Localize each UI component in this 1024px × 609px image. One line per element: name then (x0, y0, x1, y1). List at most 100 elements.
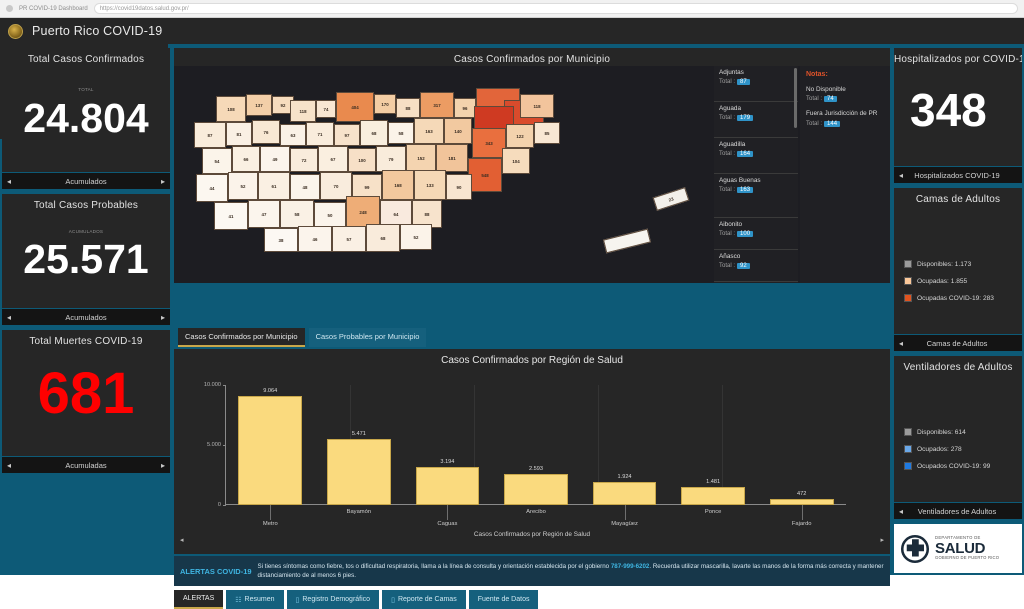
chevron-left-icon[interactable]: ◂ (7, 312, 12, 322)
chevron-left-icon[interactable]: ◂ (7, 176, 12, 186)
map-municipality[interactable]: 163 (414, 118, 444, 144)
map-municipality[interactable]: 70 (320, 172, 352, 200)
map-municipality[interactable]: 71 (306, 122, 334, 146)
chevron-left-icon[interactable]: ◂ (899, 506, 904, 516)
chevron-left-icon[interactable]: ◂ (180, 537, 184, 544)
chevron-right-icon[interactable]: ▸ (160, 176, 165, 186)
map-municipality[interactable]: 404 (336, 92, 374, 122)
bar[interactable] (326, 439, 391, 505)
bar[interactable] (681, 487, 746, 505)
map-municipality[interactable]: 88 (396, 98, 420, 118)
legend-item[interactable]: Ocupadas: 1.855 (904, 277, 994, 285)
map-municipality[interactable]: 133 (414, 170, 446, 200)
map-municipality[interactable]: 122 (506, 124, 534, 148)
map-municipality[interactable]: 68 (360, 120, 388, 146)
map-municipality[interactable]: 48 (290, 174, 320, 200)
map-municipality[interactable]: 49 (260, 146, 290, 172)
map-municipality[interactable]: 57 (332, 226, 366, 252)
legend-item[interactable]: Disponibles: 614 (904, 428, 990, 436)
browser-tab-title[interactable]: PR COVID-19 Dashboard (19, 5, 88, 12)
map-municipality[interactable]: 92 (272, 96, 294, 114)
map-municipality[interactable]: 97 (334, 124, 360, 146)
kpi-probable-nav-label[interactable]: Acumulados (65, 312, 107, 322)
map-municipality[interactable]: 72 (290, 148, 318, 172)
bar-group[interactable]: 5.471 (326, 431, 391, 505)
map-municipality[interactable]: 54 (202, 148, 232, 174)
map-municipality[interactable]: 140 (444, 118, 472, 144)
tab-alertas[interactable]: ALERTAS (174, 590, 224, 609)
chevron-left-icon[interactable]: ◂ (899, 170, 904, 180)
kpi-deaths-nav[interactable]: ◂ Acumuladas ▸ (2, 456, 170, 473)
ventilators-nav[interactable]: ◂ Ventiladores de Adultos (894, 502, 1022, 519)
map-municipality[interactable]: 137 (246, 94, 272, 116)
map-municipality[interactable]: 88 (412, 200, 442, 228)
kpi-confirmed-nav-label[interactable]: Acumulados (65, 176, 107, 186)
browser-url-bar[interactable]: https://covid19datos.salud.gov.pr/ (93, 3, 1018, 14)
list-item[interactable]: Añasco Total :92 (714, 250, 798, 282)
map-municipality[interactable]: 68 (366, 224, 400, 252)
bar[interactable] (238, 396, 303, 505)
legend-item[interactable]: Ocupados COVID-19: 99 (904, 462, 990, 470)
kpi-hospitalized-nav-label[interactable]: Hospitalizados COVID-19 (914, 170, 1000, 180)
map-municipality[interactable]: 74 (316, 100, 336, 118)
kpi-confirmed-nav[interactable]: ◂ Acumulados ▸ (2, 172, 170, 189)
map-municipality[interactable]: 52 (400, 224, 432, 250)
bar-group[interactable]: 2.593 (504, 466, 568, 505)
map-municipality[interactable]: 47 (248, 200, 280, 228)
tab-resumen[interactable]: ☷ Resumen (226, 590, 284, 609)
legend-item[interactable]: Disponibles: 1.173 (904, 260, 994, 268)
beds-nav[interactable]: ◂ Camas de Adultos (894, 334, 1022, 351)
list-item[interactable]: Adjuntas Total :87 (714, 66, 798, 102)
list-item[interactable]: Aguada Total :179 (714, 102, 798, 138)
map-municipality[interactable]: 50 (314, 202, 346, 228)
beds-nav-label[interactable]: Camas de Adultos (926, 338, 988, 348)
map-municipality[interactable]: 90 (446, 174, 472, 200)
map-municipality[interactable]: 76 (252, 120, 280, 144)
kpi-probable-nav[interactable]: ◂ Acumulados ▸ (2, 308, 170, 325)
bar[interactable] (504, 473, 568, 505)
municipality-list-scrollbar[interactable] (794, 68, 797, 128)
map-municipality[interactable]: 87 (194, 122, 226, 148)
chevron-left-icon[interactable]: ◂ (899, 338, 904, 348)
map-municipality[interactable]: 104 (502, 148, 530, 174)
map-municipality[interactable]: 118 (520, 94, 554, 118)
bottom-tab-bar[interactable]: ALERTAS ☷ Resumen ▯ Registro Demográfico… (174, 590, 1024, 609)
tab-registro-demografico[interactable]: ▯ Registro Demográfico (286, 590, 380, 609)
bar-group[interactable]: 1.481 (681, 479, 746, 505)
map-municipality[interactable]: 61 (258, 172, 290, 200)
bar-group[interactable]: 9.064 (238, 388, 303, 505)
list-item[interactable]: Arecibo (714, 282, 798, 283)
chevron-right-icon[interactable]: ▸ (880, 537, 884, 544)
list-item[interactable]: Aguas Buenas Total :163 (714, 174, 798, 218)
list-item[interactable]: Aguadilla Total :164 (714, 138, 798, 174)
map-municipality[interactable]: 79 (376, 146, 406, 172)
bar[interactable] (769, 499, 834, 505)
tab-casos-probables-municipio[interactable]: Casos Probables por Municipio (308, 328, 427, 347)
map-municipality[interactable]: 548 (468, 158, 502, 192)
map-municipality[interactable]: 96 (454, 98, 476, 118)
municipality-list[interactable]: Adjuntas Total :87 Aguada Total :179 Agu… (714, 66, 798, 283)
map-municipality[interactable]: 170 (374, 94, 396, 114)
chevron-left-icon[interactable]: ◂ (7, 460, 12, 470)
list-item[interactable]: Aibonito Total :100 (714, 218, 798, 250)
map-municipality-culebra[interactable] (602, 228, 652, 254)
kpi-hospitalized-nav[interactable]: ◂ Hospitalizados COVID-19 (894, 166, 1022, 183)
map-tab-bar[interactable]: Casos Confirmados por Municipio Casos Pr… (178, 328, 427, 347)
map-municipality[interactable]: 108 (216, 96, 246, 122)
map-municipality[interactable]: 317 (420, 92, 454, 118)
map-municipality[interactable]: 85 (534, 122, 560, 144)
map-municipality[interactable]: 66 (232, 146, 260, 172)
map-municipality[interactable]: 52 (228, 172, 258, 200)
bar[interactable] (592, 481, 657, 505)
map-municipality[interactable]: 58 (388, 122, 414, 144)
bar-group[interactable]: 3.194 (415, 459, 480, 505)
map-municipality[interactable]: 100 (348, 148, 376, 172)
map-municipality[interactable]: 81 (226, 122, 252, 146)
map-municipality[interactable]: 44 (196, 174, 228, 202)
chevron-right-icon[interactable]: ▸ (160, 312, 165, 322)
bar-group[interactable]: 472 (769, 491, 834, 505)
map-municipality[interactable]: 168 (382, 170, 414, 200)
ventilators-nav-label[interactable]: Ventiladores de Adultos (917, 506, 997, 516)
map-municipality[interactable]: 152 (406, 144, 436, 172)
legend-item[interactable]: Ocupados: 278 (904, 445, 990, 453)
